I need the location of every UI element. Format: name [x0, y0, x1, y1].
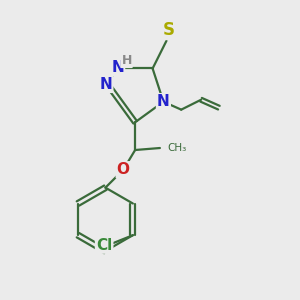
Text: N: N: [157, 94, 170, 109]
Text: N: N: [111, 60, 124, 75]
Text: S: S: [163, 21, 175, 39]
Text: H: H: [122, 54, 132, 67]
Text: N: N: [100, 77, 112, 92]
Text: O: O: [117, 162, 130, 177]
Text: CH₃: CH₃: [168, 143, 187, 153]
Text: Cl: Cl: [96, 238, 112, 253]
